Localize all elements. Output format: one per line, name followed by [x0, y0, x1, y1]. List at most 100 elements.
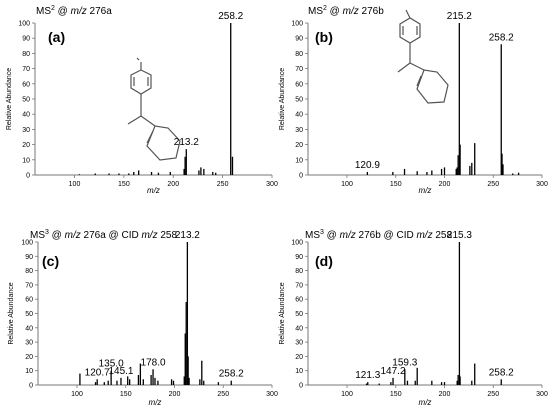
- panel-letter: (c): [42, 253, 59, 269]
- peak-label: 213.2: [175, 230, 200, 241]
- y-tick-label: 100: [291, 240, 303, 247]
- peak-label: 258.2: [219, 369, 244, 380]
- x-axis-title: m/z: [149, 398, 162, 407]
- x-tick-label: 300: [266, 181, 278, 188]
- y-tick-label: 30: [25, 340, 33, 347]
- y-tick-label: 10: [22, 157, 30, 164]
- peak-label: 147.2: [381, 366, 406, 377]
- y-tick-label: 70: [25, 282, 33, 289]
- title-ms: MS: [30, 230, 45, 241]
- x-tick-label: 150: [118, 181, 130, 188]
- x-tick-label: 100: [341, 391, 353, 398]
- spectrum-panel: MS3 @ m/z 276b @ CID m/z 258 (d) 0 10 20 30 40…: [279, 229, 548, 407]
- x-tick-label: 300: [536, 391, 548, 398]
- title-mz: m/z: [343, 6, 359, 17]
- title-mz-cid: m/z: [141, 230, 157, 241]
- y-tick-label: 40: [295, 112, 303, 119]
- y-tick-label: 100: [18, 21, 30, 28]
- y-tick-label: 80: [295, 51, 303, 58]
- x-axis-title: m/z: [419, 398, 432, 407]
- title-mz: m/z: [65, 230, 81, 241]
- y-tick-label: 20: [295, 354, 303, 361]
- x-tick-label: 250: [487, 181, 499, 188]
- title-ion: 276a: [87, 6, 112, 17]
- molecule-structure-a: [127, 57, 181, 161]
- x-axis-title: m/z: [147, 186, 160, 195]
- x-tick-label: 150: [390, 391, 402, 398]
- peak-label: 258.2: [489, 32, 514, 43]
- y-tick-label: 70: [22, 66, 30, 73]
- y-tick-label: 90: [295, 254, 303, 261]
- x-tick-label: 250: [487, 391, 499, 398]
- y-tick-label: 40: [295, 325, 303, 332]
- peak-label: 215.3: [447, 230, 472, 241]
- title-superscript: 3: [45, 229, 49, 236]
- x-tick-label: 200: [169, 391, 181, 398]
- y-tick-label: 90: [295, 36, 303, 43]
- title-ms: MS: [305, 230, 320, 241]
- peak-label: 213.2: [174, 137, 199, 148]
- peak-label: 120.7: [85, 367, 110, 378]
- x-tick-label: 150: [120, 391, 132, 398]
- x-tick-label: 150: [390, 181, 402, 188]
- x-tick-label: 200: [439, 391, 451, 398]
- y-tick-label: 10: [25, 368, 33, 375]
- title-at: @: [327, 6, 343, 17]
- y-axis-title: Relative Abundance: [279, 282, 286, 344]
- y-tick-label: 80: [25, 268, 33, 275]
- title-at: @: [49, 230, 65, 241]
- y-tick-label: 10: [295, 157, 303, 164]
- y-tick-label: 30: [22, 127, 30, 134]
- panel-title: MS3 @ m/z 276b @ CID m/z 258: [305, 229, 452, 241]
- panel-letter: (a): [48, 29, 65, 45]
- peak-label: 121.3: [355, 370, 380, 381]
- x-tick-label: 100: [341, 181, 353, 188]
- y-tick-label: 40: [22, 112, 30, 119]
- y-tick-label: 70: [295, 66, 303, 73]
- x-tick-label: 200: [439, 181, 451, 188]
- y-axis-title: Relative Abundance: [8, 282, 15, 344]
- x-tick-label: 250: [217, 391, 229, 398]
- title-at: @: [324, 230, 340, 241]
- y-tick-label: 50: [25, 311, 33, 318]
- spectrum-panel: MS2 @ m/z 276b (b) 0 10 20 30 40 50 60 70 80 90 100 1…: [279, 5, 548, 195]
- y-tick-label: 60: [295, 297, 303, 304]
- y-axis-title: Relative Abundance: [279, 68, 286, 130]
- y-tick-label: 20: [22, 142, 30, 149]
- peak-label: 120.9: [355, 160, 380, 171]
- y-tick-label: 80: [295, 268, 303, 275]
- y-tick-label: 60: [295, 81, 303, 88]
- y-tick-label: 30: [295, 127, 303, 134]
- title-superscript: 2: [323, 5, 327, 12]
- y-tick-label: 90: [22, 36, 30, 43]
- title-cid-ion: 258: [158, 230, 178, 241]
- y-tick-label: 50: [22, 97, 30, 104]
- title-ion: 276a @ CID: [81, 230, 142, 241]
- title-superscript: 2: [51, 5, 55, 12]
- title-ms: MS: [308, 6, 323, 17]
- title-ion: 276b @ CID: [356, 230, 417, 241]
- molecule-structure-b: [397, 9, 449, 104]
- title-ion: 276b: [359, 6, 384, 17]
- y-tick-label: 0: [299, 383, 303, 390]
- y-tick-label: 100: [21, 240, 33, 247]
- y-tick-label: 60: [25, 297, 33, 304]
- y-tick-label: 50: [295, 97, 303, 104]
- panel-title: MS2 @ m/z 276b: [308, 5, 384, 17]
- title-cid-ion: 258: [433, 230, 453, 241]
- title-at: @: [55, 6, 71, 17]
- y-tick-label: 0: [29, 383, 33, 390]
- y-tick-label: 90: [25, 254, 33, 261]
- peak-label: 159.3: [392, 357, 417, 368]
- y-tick-label: 0: [299, 173, 303, 180]
- y-tick-label: 100: [291, 21, 303, 28]
- peak-label: 258.2: [218, 11, 243, 22]
- panel-letter: (d): [315, 253, 333, 269]
- spectrum-panel: MS2 @ m/z 276a (a) 0 10 20 30 40 50 60 70 80 90 100 1…: [6, 5, 278, 195]
- peak-label: 215.2: [447, 11, 472, 22]
- title-mz: m/z: [340, 230, 356, 241]
- x-tick-label: 300: [266, 391, 278, 398]
- x-tick-label: 100: [71, 391, 83, 398]
- peak-label: 135.0: [99, 359, 124, 370]
- y-tick-label: 70: [295, 282, 303, 289]
